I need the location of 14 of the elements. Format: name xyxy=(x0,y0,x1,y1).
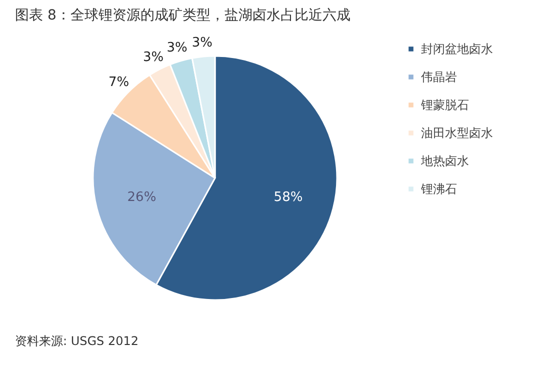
data-label: 3% xyxy=(192,36,213,51)
legend-label: 地热卤水 xyxy=(420,154,469,168)
data-label: 3% xyxy=(166,40,188,56)
data-label: 7% xyxy=(108,74,130,90)
data-label: 3% xyxy=(142,50,164,65)
data-label: 58% xyxy=(274,190,303,205)
legend-label: 伟晶岩 xyxy=(421,70,457,84)
legend-label: 油田水型卤水 xyxy=(421,126,493,140)
legend-label: 锂蒙脱石 xyxy=(420,98,469,112)
legend-label: 封闭盆地卤水 xyxy=(421,42,493,56)
legend-label: 锂沸石 xyxy=(420,182,457,196)
chart-title: 图表 8：全球锂资源的成矿类型，盐湖卤水占比近六成 xyxy=(15,8,350,24)
data-label: 26% xyxy=(127,190,156,205)
text: 资料来源: USGS 2012 xyxy=(15,334,139,348)
